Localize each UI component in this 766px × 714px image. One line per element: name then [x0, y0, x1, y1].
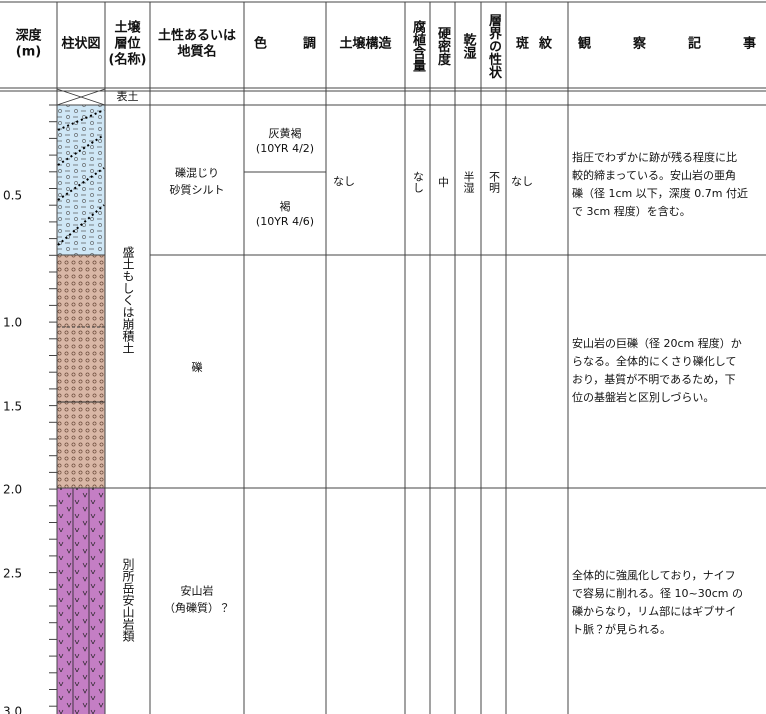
note-line: 較的締まっている。安山岩の亜角: [572, 168, 736, 182]
moisture: 半湿: [462, 170, 475, 193]
header-texture: 地質名: [177, 44, 216, 60]
header-boundary: 層界の性状: [486, 14, 502, 80]
header-depth: 深度: [15, 28, 42, 44]
note-line: 指圧でわずかに跡が残る程度に比: [572, 150, 737, 164]
header-horizon: 土壌: [114, 20, 141, 36]
note-line: らなる。全体的にくさり礫化して: [572, 354, 736, 368]
note-line: おり，基質が不明であるため，下: [572, 372, 736, 386]
texture: 礫混じり: [175, 166, 219, 180]
header-depth: (m): [16, 45, 41, 60]
boundary: 不明: [488, 171, 501, 194]
depth-label: 1.5: [3, 400, 22, 414]
header-notes: 観察記事: [577, 36, 756, 52]
structure: なし: [333, 175, 355, 188]
header-mottles: 斑紋: [516, 36, 553, 52]
header-moisture: 乾湿: [461, 32, 477, 60]
surface-symbol: [56, 88, 106, 106]
note-line: で容易に削れる。径 10~30cm の: [572, 586, 743, 600]
note-line: 位の基盤岩と区別しづらい。: [572, 390, 714, 404]
surface-horizon: 表土: [117, 90, 139, 103]
rock-joints: [72, 488, 90, 714]
header-hardness: 硬密度: [435, 27, 452, 67]
texture: 安山岩: [181, 584, 214, 598]
depth-label: 2.5: [3, 567, 22, 581]
note-line: ト脈？が見られる。: [572, 622, 671, 636]
soil-color: 灰黄褐: [269, 126, 302, 140]
texture: （角礫質）？: [164, 601, 230, 615]
note-line: 礫（径 1cm 以下，深度 0.7m 付近: [572, 186, 748, 200]
horizon-group: 盛土もしくは崩積土: [121, 245, 135, 354]
soil-color: 褐: [280, 199, 291, 213]
header-color: 色調: [254, 36, 316, 52]
note-line: 全体的に強風化しており，ナイフ: [572, 568, 736, 582]
note-line: 礫からなり，リム部にはギブサイ: [572, 604, 736, 618]
fill-layer-pattern: [57, 105, 105, 255]
note-line: で 3cm 程度）を含む。: [572, 205, 691, 218]
soil-color: (10YR 4/6): [256, 215, 314, 228]
depth-label: 3.0: [3, 705, 22, 714]
depth-label: 2.0: [3, 483, 22, 497]
header-horizon: (名称): [109, 52, 147, 68]
soil-column: [56, 88, 106, 714]
header-humus: 腐植含量: [410, 19, 426, 73]
humus: なし: [412, 171, 425, 193]
soil-color: (10YR 4/2): [256, 142, 314, 155]
hardness: 中: [437, 176, 450, 187]
fill-layer-dots: [57, 109, 105, 246]
header-structure: 土壌構造: [339, 36, 391, 52]
header-column: 柱状図: [61, 36, 100, 52]
horizon-group: 別所岳安山岩類: [121, 558, 135, 643]
depth-label: 0.5: [3, 189, 22, 203]
gravel-layer-pattern: [57, 255, 105, 488]
header-horizon: 層位: [114, 36, 140, 52]
depth-label: 1.0: [3, 316, 22, 330]
mottles: なし: [511, 175, 533, 188]
texture: 礫: [192, 360, 203, 374]
note-line: 安山岩の巨礫（径 20cm 程度）か: [572, 336, 742, 350]
header-texture: 土性あるいは: [158, 28, 236, 44]
texture: 砂質シルト: [170, 183, 225, 197]
rock-layer-pattern: [57, 488, 105, 714]
